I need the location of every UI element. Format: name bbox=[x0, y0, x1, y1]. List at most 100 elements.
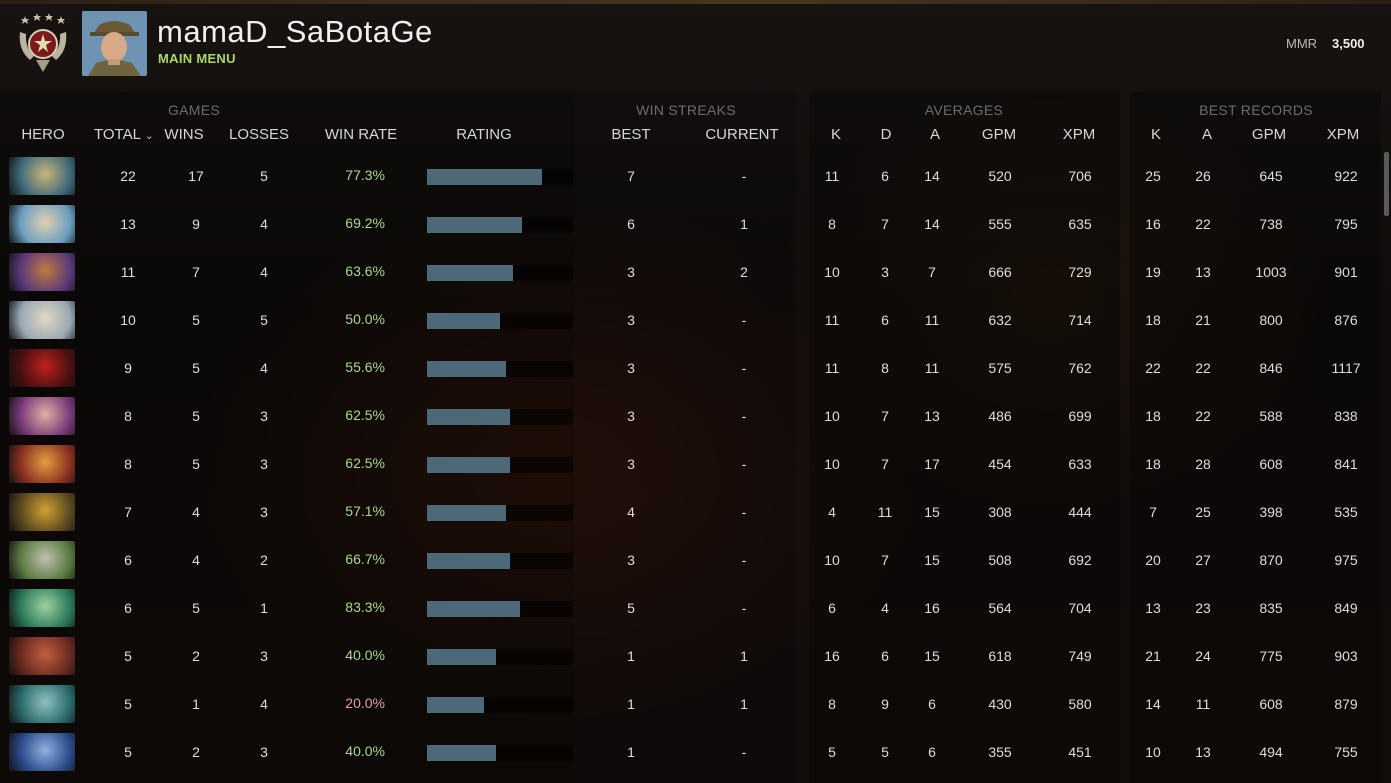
col-best-gpm[interactable]: GPM bbox=[1251, 126, 1287, 143]
win-rate-cell: 63.6% bbox=[345, 263, 385, 279]
table-row[interactable]: 6 5 1 5 - 6 4 16 564 704 13 23 835 849 83.3% bbox=[0, 584, 1380, 632]
avg-gpm-cell: 308 bbox=[988, 504, 1012, 520]
avg-gpm-cell: 632 bbox=[988, 312, 1012, 328]
hero-portrait-6-icon[interactable] bbox=[9, 397, 75, 435]
avg-assists-cell: 17 bbox=[924, 456, 940, 472]
win-rate-cell: 55.6% bbox=[345, 359, 385, 375]
avg-gpm-cell: 666 bbox=[988, 264, 1012, 280]
hero-portrait-10-icon[interactable] bbox=[9, 589, 75, 627]
avg-assists-cell: 15 bbox=[924, 552, 940, 568]
total-cell: 5 bbox=[124, 744, 132, 760]
best-gpm-cell: 608 bbox=[1259, 456, 1283, 472]
best-gpm-cell: 588 bbox=[1259, 408, 1283, 424]
avg-xpm-cell: 714 bbox=[1068, 312, 1092, 328]
col-avg-assists[interactable]: A bbox=[929, 126, 940, 143]
table-row[interactable]: 5 2 3 1 1 16 6 15 618 749 21 24 775 903 40.0% bbox=[0, 632, 1380, 680]
col-total[interactable]: TOTAL ⌄ bbox=[94, 126, 154, 143]
col-rating[interactable]: RATING bbox=[456, 126, 512, 143]
win-rate-cell: 20.0% bbox=[345, 695, 385, 711]
rating-bar-track bbox=[427, 601, 573, 617]
avg-xpm-cell: 451 bbox=[1068, 744, 1092, 760]
best-kills-cell: 18 bbox=[1145, 408, 1161, 424]
current-streak-cell: 1 bbox=[740, 696, 748, 712]
avg-deaths-cell: 7 bbox=[881, 408, 889, 424]
table-row[interactable]: 9 5 4 3 - 11 8 11 575 762 22 22 846 1117 55.6% bbox=[0, 344, 1380, 392]
current-streak-cell: - bbox=[741, 312, 747, 328]
avg-assists-cell: 13 bbox=[924, 408, 940, 424]
wins-cell: 4 bbox=[192, 552, 200, 568]
table-row[interactable]: 22 17 5 7 - 11 6 14 520 706 25 26 645 922 77.3% bbox=[0, 152, 1380, 200]
rank-medal-icon bbox=[19, 13, 67, 72]
col-win-rate[interactable]: WIN RATE bbox=[324, 126, 398, 143]
best-assists-cell: 13 bbox=[1195, 264, 1211, 280]
avg-kills-cell: 8 bbox=[828, 216, 836, 232]
avg-deaths-cell: 4 bbox=[881, 600, 889, 616]
col-avg-deaths[interactable]: D bbox=[880, 126, 892, 143]
rating-bar bbox=[427, 217, 522, 233]
avg-assists-cell: 15 bbox=[924, 504, 940, 520]
win-rate-cell: 40.0% bbox=[345, 743, 385, 759]
best-xpm-cell: 903 bbox=[1334, 648, 1358, 664]
losses-cell: 3 bbox=[260, 408, 268, 424]
hero-portrait-4-icon[interactable] bbox=[9, 301, 75, 339]
table-row[interactable]: 8 5 3 3 - 10 7 13 486 699 18 22 588 838 62.5% bbox=[0, 392, 1380, 440]
avatar[interactable] bbox=[82, 11, 147, 76]
wins-cell: 4 bbox=[192, 504, 200, 520]
group-win-streaks: WIN STREAKS bbox=[636, 102, 736, 118]
hero-portrait-1-icon[interactable] bbox=[9, 157, 75, 195]
table-row[interactable]: 5 2 3 1 - 5 5 6 355 451 10 13 494 755 40.0% bbox=[0, 728, 1380, 776]
avg-kills-cell: 11 bbox=[824, 312, 840, 328]
scrollbar[interactable] bbox=[1384, 152, 1389, 216]
col-current-streak[interactable]: CURRENT bbox=[705, 126, 779, 143]
table-row[interactable]: 7 4 3 4 - 4 11 15 308 444 7 25 398 535 57.1% bbox=[0, 488, 1380, 536]
hero-portrait-11-icon[interactable] bbox=[9, 637, 75, 675]
best-xpm-cell: 922 bbox=[1334, 168, 1358, 184]
col-avg-gpm[interactable]: GPM bbox=[981, 126, 1017, 143]
table-row[interactable]: 10 5 5 3 - 11 6 11 632 714 18 21 800 876 50.0% bbox=[0, 296, 1380, 344]
hero-portrait-9-icon[interactable] bbox=[9, 541, 75, 579]
rating-bar bbox=[427, 601, 520, 617]
hero-portrait-3-icon[interactable] bbox=[9, 253, 75, 291]
hero-portrait-2-icon[interactable] bbox=[9, 205, 75, 243]
table-row[interactable]: 6 4 2 3 - 10 7 15 508 692 20 27 870 975 66.7% bbox=[0, 536, 1380, 584]
avg-deaths-cell: 7 bbox=[881, 216, 889, 232]
hero-portrait-5-icon[interactable] bbox=[9, 349, 75, 387]
sort-chevron-down-icon: ⌄ bbox=[144, 130, 154, 142]
avg-kills-cell: 11 bbox=[824, 360, 840, 376]
col-losses[interactable]: LOSSES bbox=[229, 126, 290, 143]
table-row[interactable]: 8 5 3 3 - 10 7 17 454 633 18 28 608 841 62.5% bbox=[0, 440, 1380, 488]
table-row[interactable]: 5 1 4 1 1 8 9 6 430 580 14 11 608 879 20.0% bbox=[0, 680, 1380, 728]
col-avg-kills[interactable]: K bbox=[830, 126, 841, 143]
rating-bar bbox=[427, 265, 513, 281]
col-best-streak[interactable]: BEST bbox=[611, 126, 651, 143]
wins-cell: 2 bbox=[192, 648, 200, 664]
hero-portrait-7-icon[interactable] bbox=[9, 445, 75, 483]
best-gpm-cell: 608 bbox=[1259, 696, 1283, 712]
col-wins[interactable]: WINS bbox=[164, 126, 204, 143]
col-best-assists[interactable]: A bbox=[1201, 126, 1212, 143]
hero-portrait-8-icon[interactable] bbox=[9, 493, 75, 531]
rating-bar bbox=[427, 553, 510, 569]
col-total-label: TOTAL bbox=[94, 126, 141, 143]
wins-cell: 9 bbox=[192, 216, 200, 232]
rating-bar-track bbox=[427, 697, 573, 713]
avg-kills-cell: 10 bbox=[824, 264, 840, 280]
table-row[interactable]: 13 9 4 6 1 8 7 14 555 635 16 22 738 795 69.2% bbox=[0, 200, 1380, 248]
col-avg-xpm[interactable]: XPM bbox=[1062, 126, 1096, 143]
col-best-kills[interactable]: K bbox=[1150, 126, 1161, 143]
best-streak-cell: 7 bbox=[627, 168, 635, 184]
hero-portrait-12-icon[interactable] bbox=[9, 685, 75, 723]
avg-deaths-cell: 6 bbox=[881, 648, 889, 664]
hero-portrait-13-icon[interactable] bbox=[9, 733, 75, 771]
losses-cell: 3 bbox=[260, 648, 268, 664]
main-menu-link[interactable]: MAIN MENU bbox=[158, 51, 236, 66]
win-rate-cell: 50.0% bbox=[345, 311, 385, 327]
col-hero[interactable]: HERO bbox=[21, 126, 65, 143]
col-best-xpm[interactable]: XPM bbox=[1326, 126, 1360, 143]
total-cell: 8 bbox=[124, 408, 132, 424]
avg-assists-cell: 6 bbox=[928, 696, 936, 712]
rating-bar-track bbox=[427, 265, 573, 281]
table-row[interactable]: 11 7 4 3 2 10 3 7 666 729 19 13 1003 901 63.6% bbox=[0, 248, 1380, 296]
games-panel bbox=[0, 92, 575, 783]
avg-xpm-cell: 444 bbox=[1068, 504, 1092, 520]
